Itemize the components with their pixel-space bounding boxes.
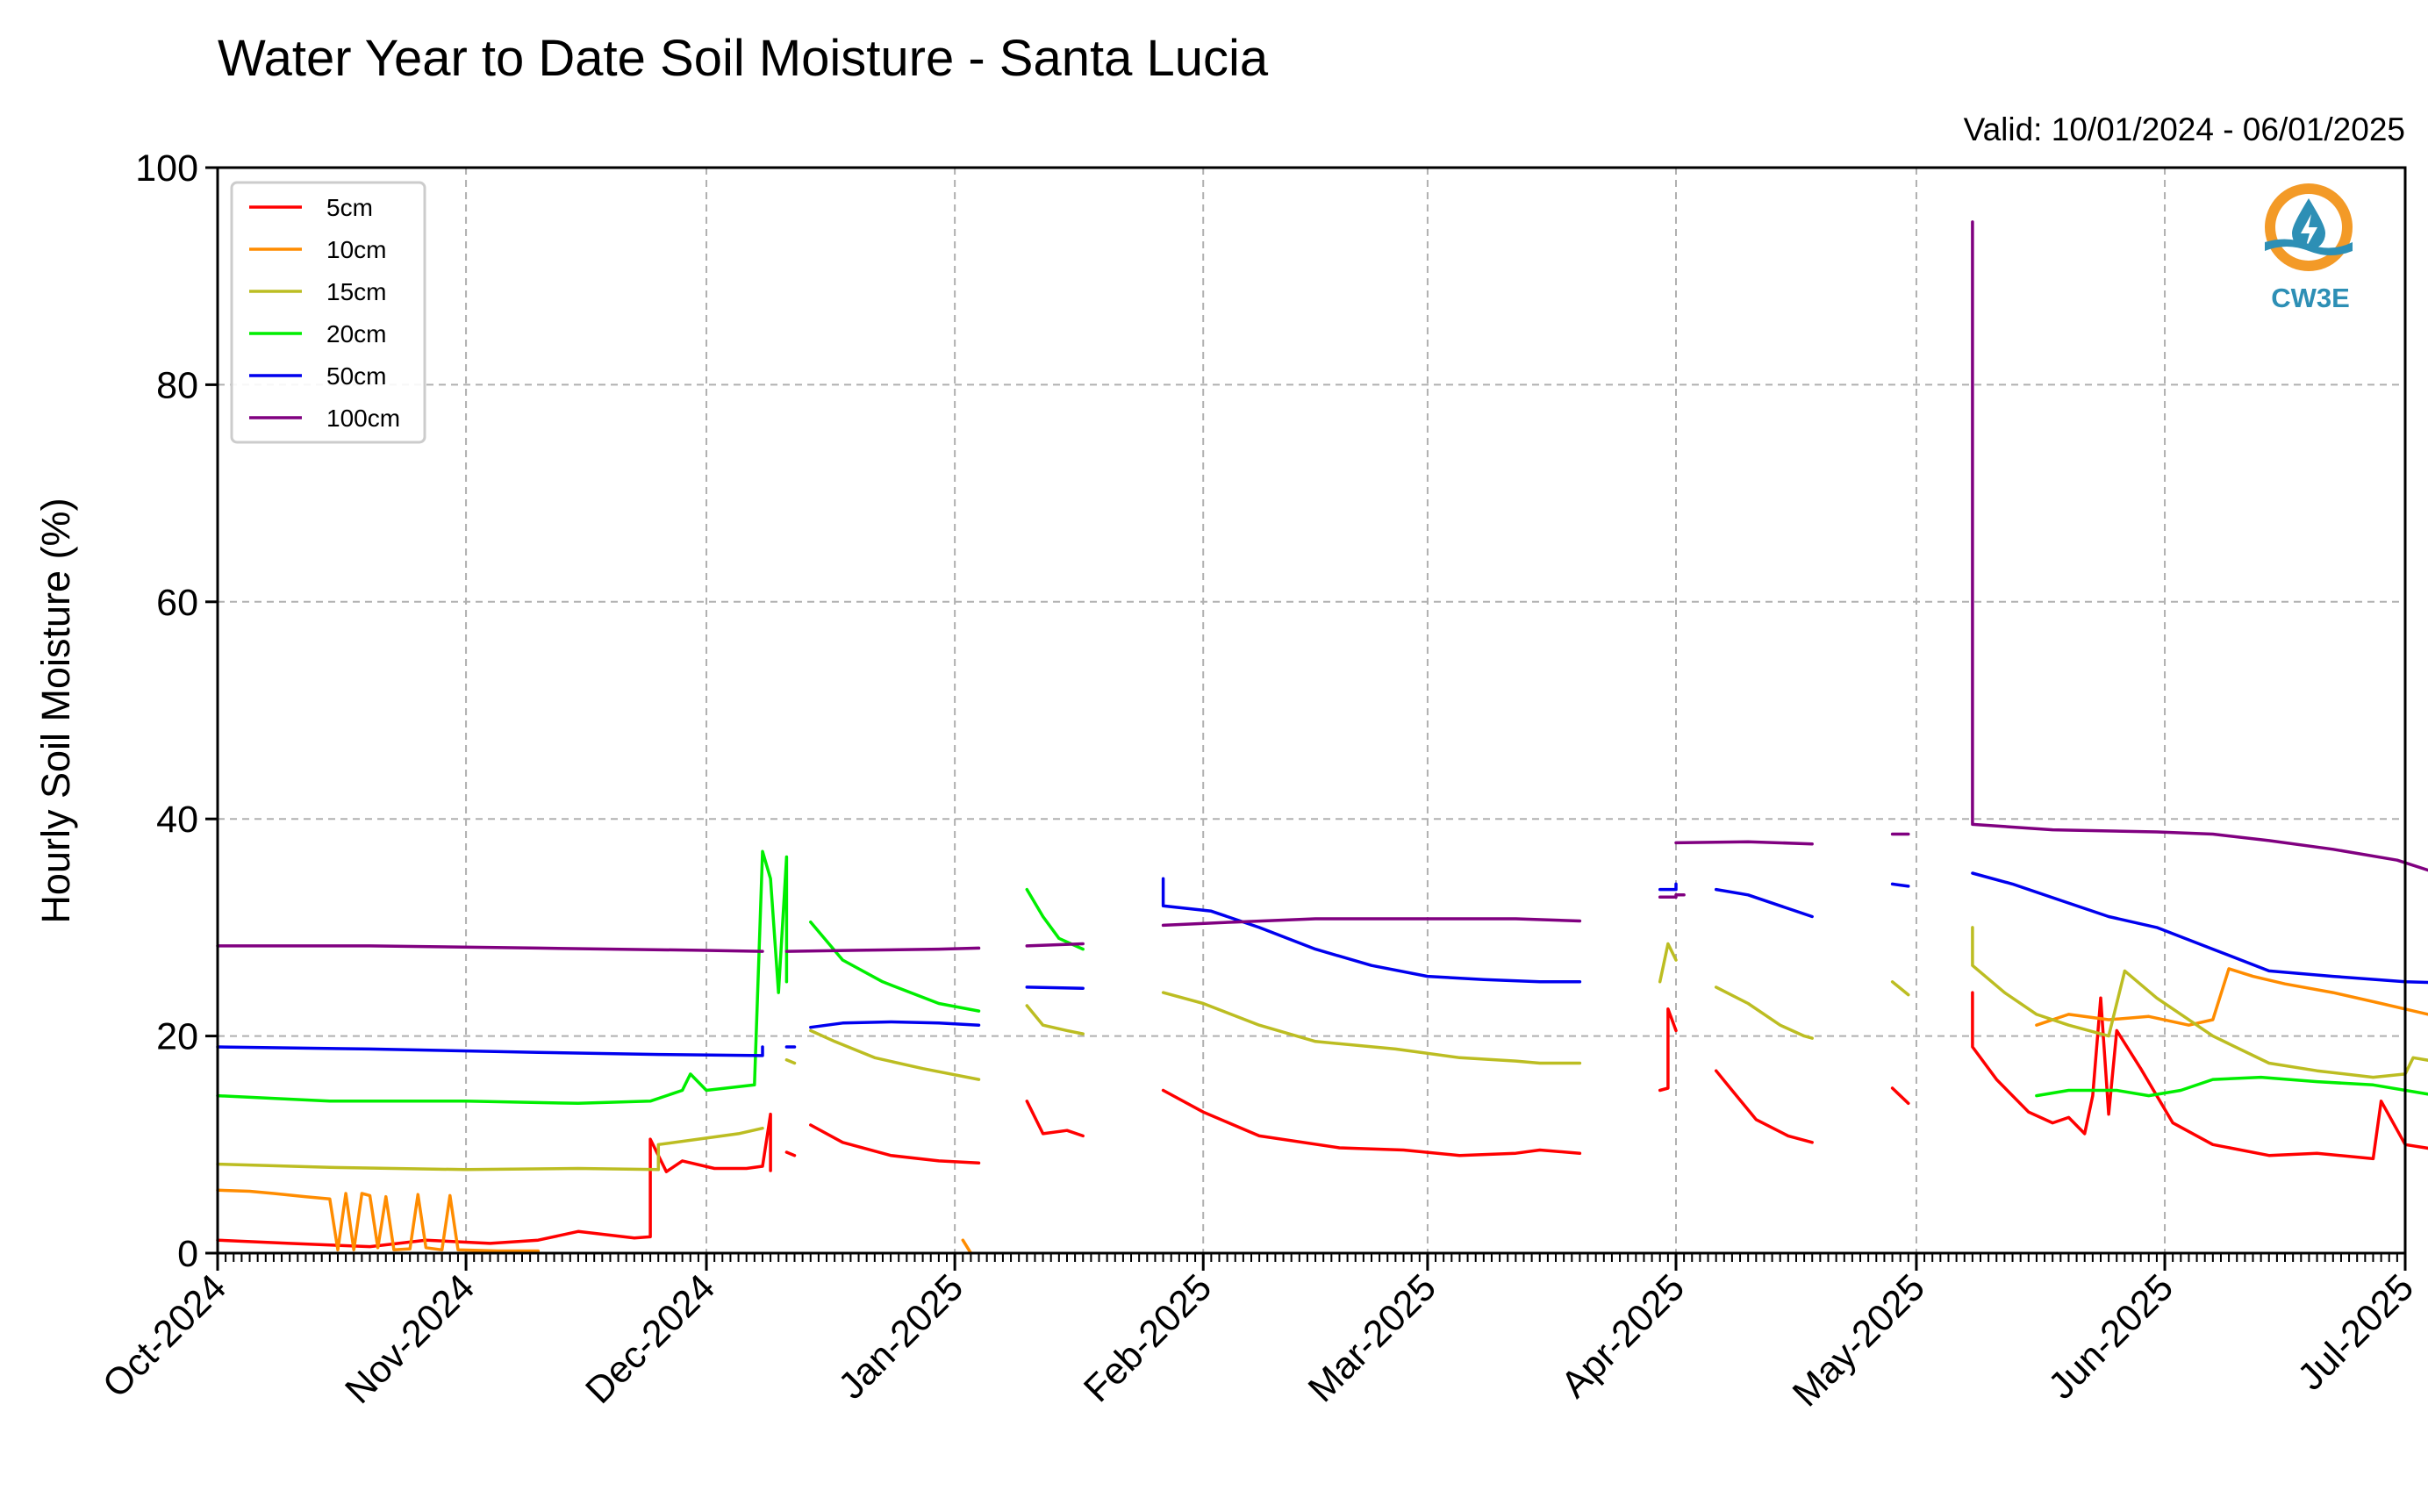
series-line-5cm [216, 1112, 772, 1249]
series-line-50cm [1025, 985, 1085, 990]
series-line-20cm [2035, 1075, 2428, 1098]
y-tick-label: 100 [135, 147, 198, 190]
series-line-50cm [1161, 877, 1582, 984]
series-line-5cm [1161, 1088, 1582, 1157]
series-line-10cm [216, 1188, 541, 1253]
series-line-10cm [961, 1238, 973, 1255]
series-line-15cm [1971, 926, 2428, 1079]
series-line-5cm [784, 1150, 797, 1157]
y-tick-label: 0 [177, 1233, 198, 1275]
series-line-5cm [1971, 991, 2428, 1161]
series-line-50cm [1971, 871, 2428, 985]
series-line-15cm [1714, 985, 1814, 1040]
series-50cm [216, 871, 2428, 1057]
series-line-100cm [1674, 840, 1814, 846]
series-line-50cm [216, 1045, 764, 1057]
x-tick-label: Dec-2024 [577, 1266, 723, 1412]
x-tick-label: May-2025 [1785, 1266, 1933, 1415]
series-line-5cm [1025, 1100, 1085, 1138]
x-tick-label: Feb-2025 [1076, 1266, 1220, 1410]
series-5cm [216, 991, 2428, 1249]
legend-label: 100cm [326, 405, 400, 432]
series-line-20cm [1025, 887, 1085, 951]
x-tick-label: Jun-2025 [2040, 1266, 2181, 1408]
series-line-50cm [809, 1020, 981, 1029]
series-20cm [216, 849, 2428, 1106]
y-tick-label: 60 [156, 582, 198, 624]
series-10cm [216, 967, 2428, 1255]
x-tick-label: Jan-2025 [830, 1266, 971, 1408]
series-line-50cm [1714, 887, 1814, 919]
plot-frame [216, 166, 2407, 1255]
series-line-5cm [1714, 1069, 1814, 1144]
series-line-100cm [1971, 220, 2428, 872]
x-tick-label: Jul-2025 [2289, 1266, 2422, 1399]
series-line-20cm [216, 849, 789, 1106]
logo-text: CW3E [2271, 283, 2350, 313]
logo-wave-icon [2265, 239, 2353, 255]
x-tick-label: Apr-2025 [1553, 1266, 1693, 1406]
legend-label: 20cm [326, 320, 386, 348]
series-line-100cm [216, 944, 764, 953]
y-tick-label: 20 [156, 1016, 198, 1058]
legend-box [230, 181, 426, 444]
y-axis-label: Hourly Soil Moisture (%) [33, 498, 78, 923]
series-line-5cm [809, 1123, 981, 1165]
series-line-20cm [809, 920, 981, 1013]
series-line-15cm [784, 1058, 797, 1065]
x-tick-label: Mar-2025 [1300, 1266, 1444, 1410]
series-line-15cm [216, 1126, 764, 1172]
grid-lines [218, 168, 2405, 1253]
series-line-5cm [1658, 1007, 1678, 1093]
legend-label: 5cm [326, 194, 373, 221]
legend-label: 10cm [326, 236, 386, 263]
series-line-15cm [809, 1028, 981, 1081]
series-line-100cm [784, 946, 981, 953]
x-axis: Oct-2024 Nov-2024 Dec-2024 Jan-2025 Feb-2025… [95, 1253, 2422, 1415]
x-tick-label: Nov-2024 [337, 1266, 483, 1412]
series-line-100cm [1161, 917, 1582, 928]
series-line-10cm [2035, 967, 2428, 1027]
chart-subtitle: Valid: 10/01/2024 - 06/01/2025 [1964, 111, 2405, 147]
chart-title: Water Year to Date Soil Moisture - Santa… [218, 30, 1269, 87]
series-line-5cm [1890, 1086, 1910, 1106]
series-line-50cm [1658, 882, 1678, 892]
series-15cm [216, 926, 2428, 1172]
series-layer [216, 220, 2428, 1255]
lightning-icon [2301, 214, 2317, 249]
series-line-100cm [1025, 942, 1085, 948]
series-line-15cm [1025, 1004, 1085, 1035]
series-line-50cm [1890, 882, 1910, 888]
series-100cm [216, 220, 2428, 953]
y-axis: 0 20 40 60 80 100 [135, 147, 218, 1275]
series-line-15cm [1658, 942, 1678, 984]
legend-label: 50cm [326, 362, 386, 390]
cw3e-logo: CW3E [2265, 183, 2353, 313]
y-tick-label: 80 [156, 364, 198, 406]
legend: 5cm 10cm 15cm 20cm 50cm 100cm [230, 181, 426, 444]
legend-label: 15cm [326, 278, 386, 305]
series-line-15cm [1890, 980, 1910, 997]
x-tick-label: Oct-2024 [95, 1266, 234, 1406]
series-line-15cm [1161, 991, 1582, 1065]
y-tick-label: 40 [156, 799, 198, 841]
